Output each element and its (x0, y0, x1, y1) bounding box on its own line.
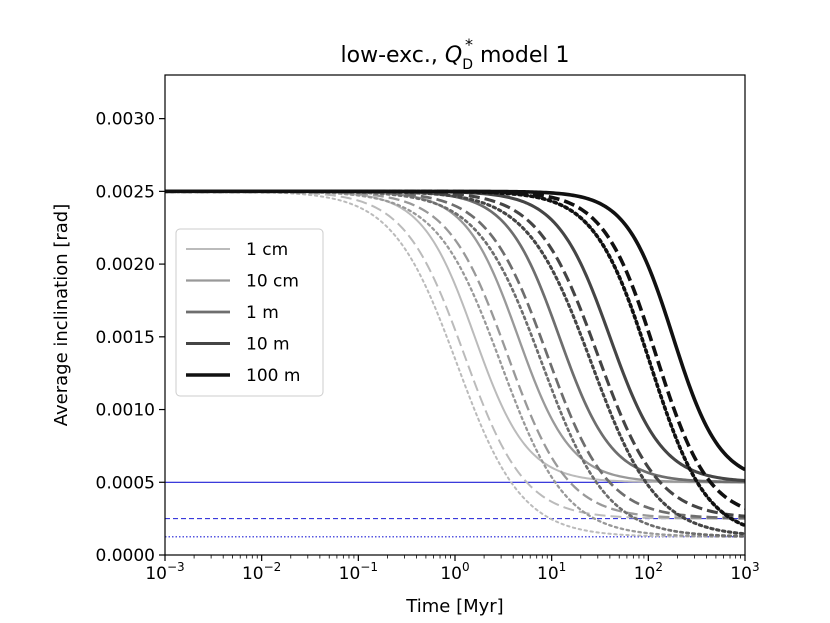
legend-label: 1 cm (246, 240, 288, 260)
x-tick-label: 101 (537, 560, 566, 584)
y-tick-label: 0.0005 (96, 473, 155, 493)
x-tick-label: 102 (634, 560, 663, 584)
x-tick-label: 100 (440, 560, 469, 584)
x-tick-label: 103 (730, 560, 759, 584)
x-tick-label: 10−3 (145, 560, 184, 584)
series-lines (165, 189, 745, 538)
y-tick-label: 0.0030 (96, 110, 155, 130)
y-axis: 0.0000 0.0005 0.0010 0.0015 0.0020 0.0025 0.00… (96, 110, 165, 566)
x-axis-label: Time [Myr] (405, 596, 503, 617)
legend-label: 1 m (246, 303, 279, 323)
legend-label: 10 cm (246, 272, 299, 292)
y-tick-label: 0.0020 (96, 255, 155, 275)
y-tick-label: 0.0015 (96, 328, 155, 348)
series-100m-dotted (165, 189, 745, 528)
legend-box (175, 228, 324, 397)
y-axis-label: Average inclination [rad] (51, 204, 72, 427)
legend-label: 100 m (246, 366, 300, 386)
chart-title: low-exc., QD* model 1 (341, 35, 570, 73)
y-tick-label: 0.0025 (96, 182, 155, 202)
legend: 1 cm 10 cm 1 m 10 m 100 m (175, 228, 324, 397)
x-tick-label: 10−2 (242, 560, 281, 584)
y-tick-label: 0.0000 (96, 546, 155, 566)
x-tick-label: 10−1 (339, 560, 378, 584)
legend-label: 10 m (246, 335, 290, 355)
y-tick-label: 0.0010 (96, 401, 155, 421)
x-axis: 10−3 10−2 10−1 100 101 102 103 (145, 555, 760, 584)
